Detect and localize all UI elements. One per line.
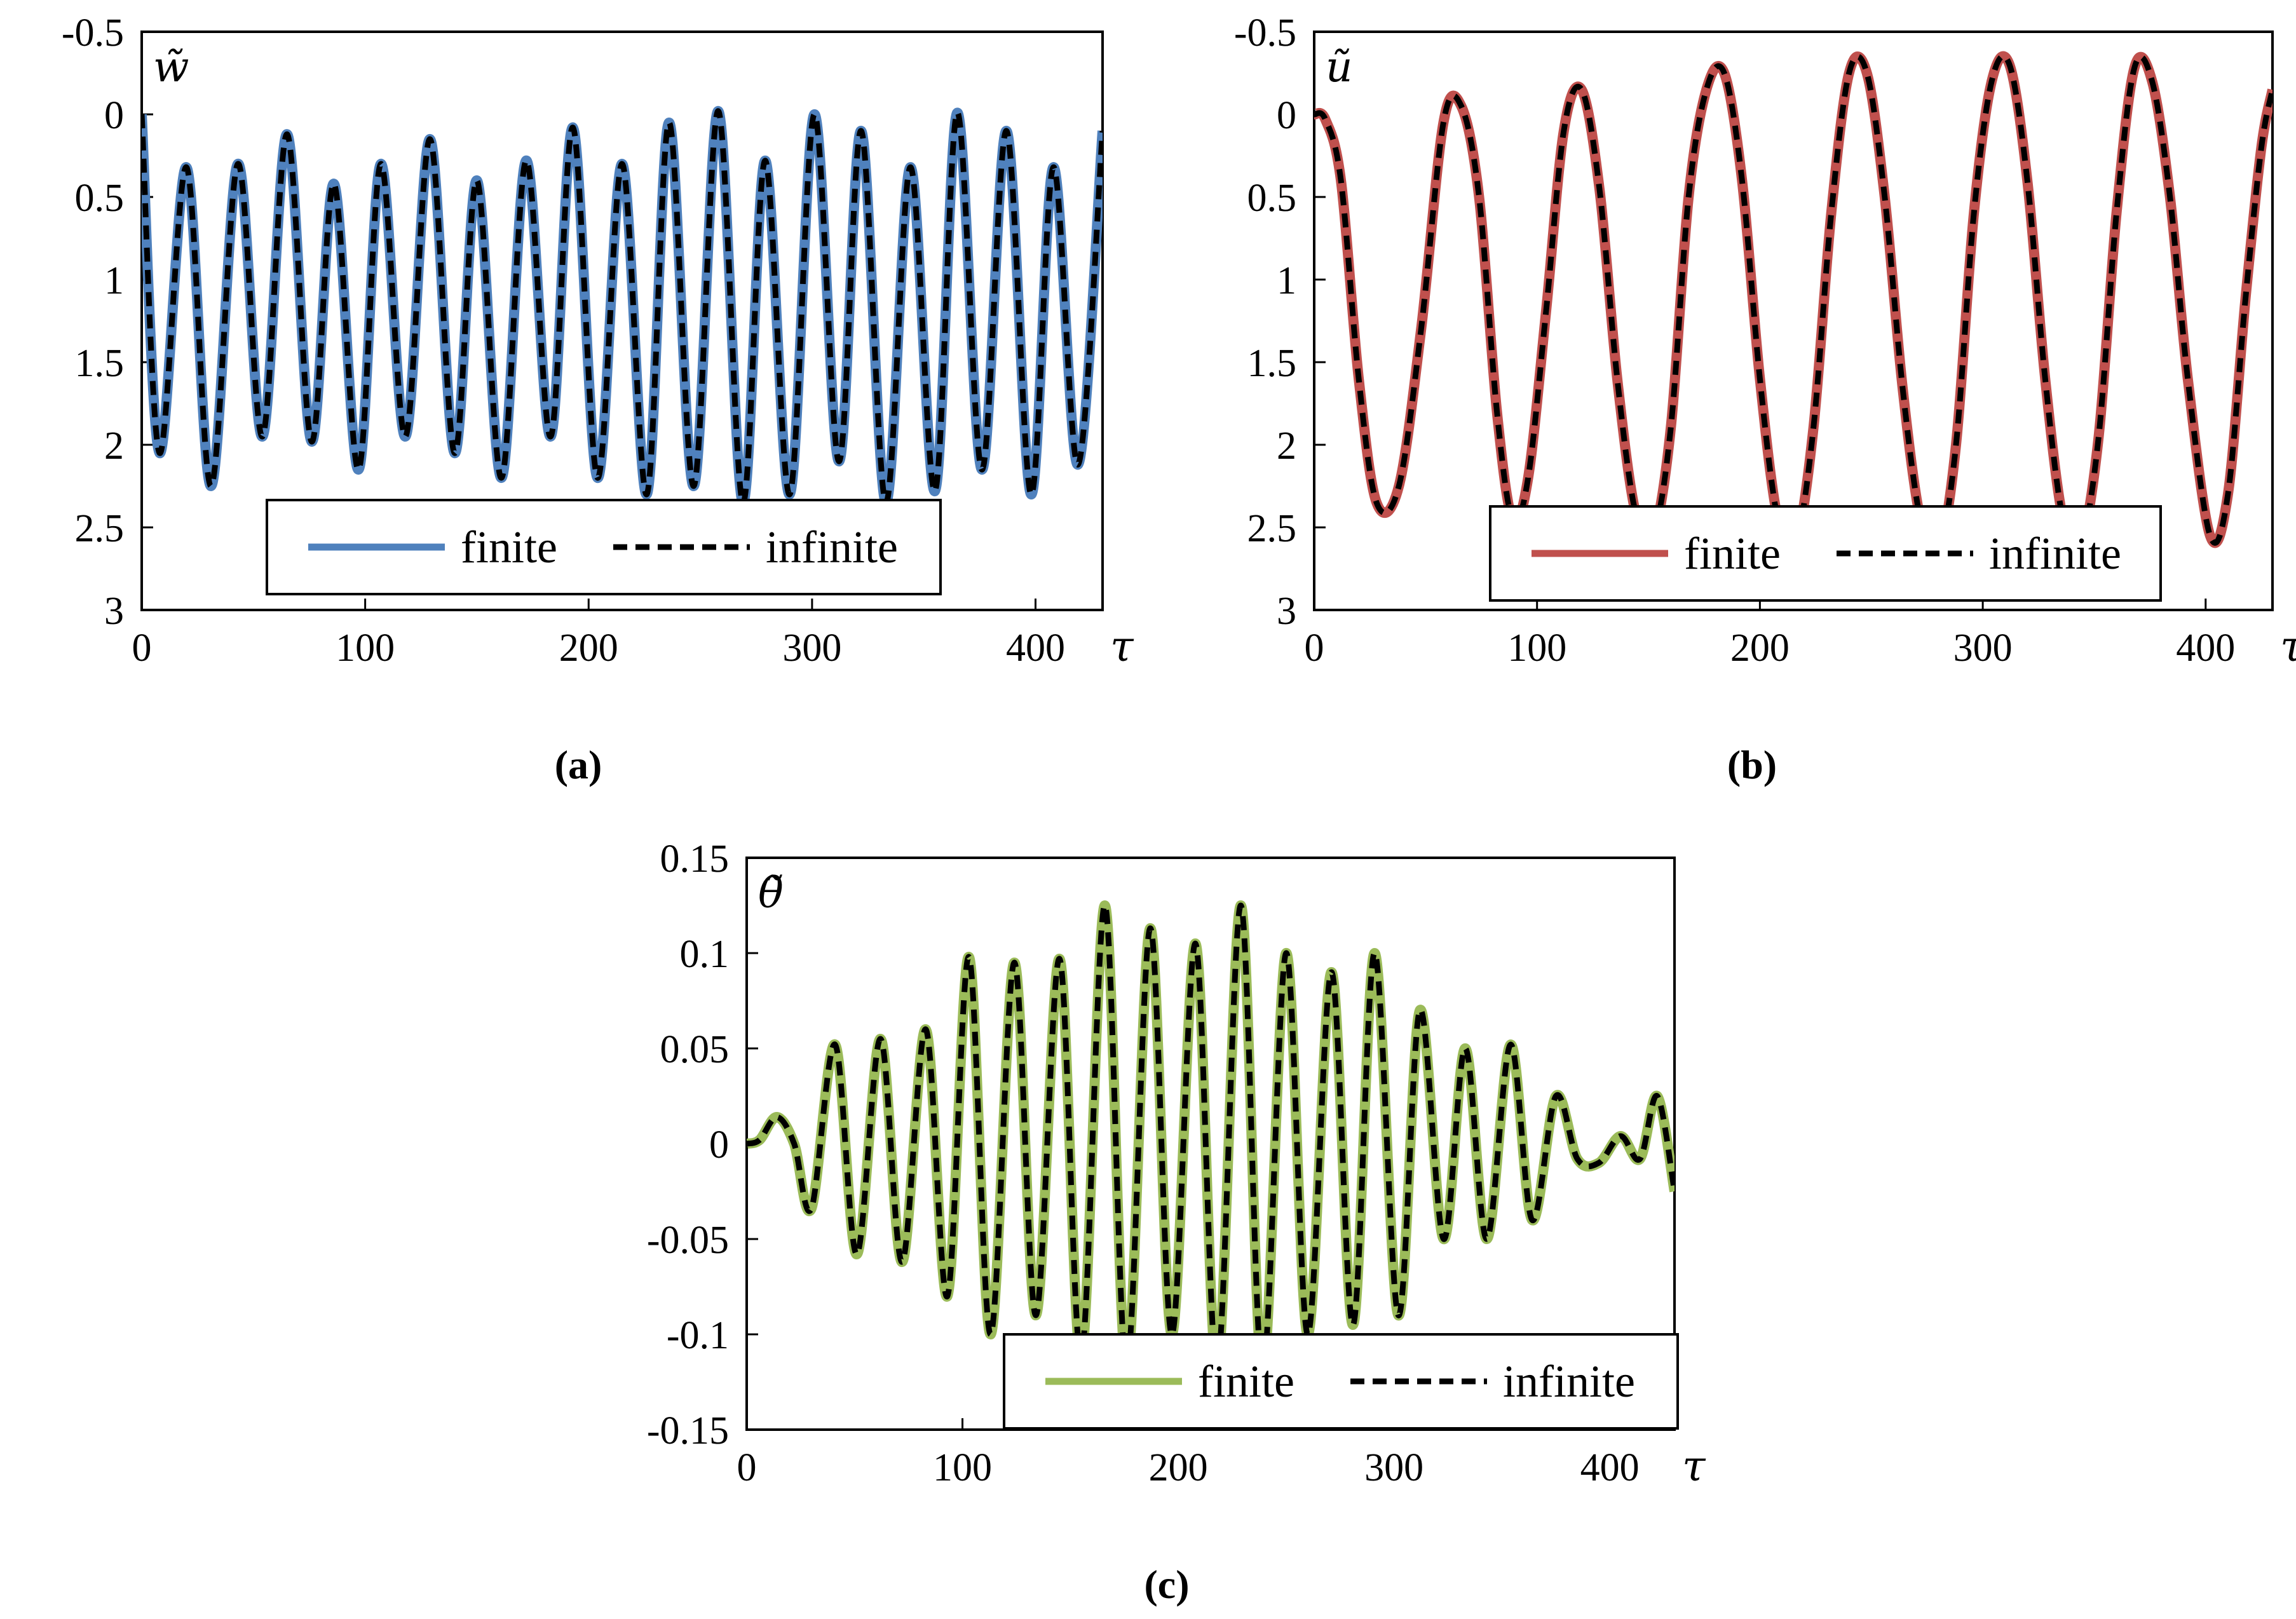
plot-area-frame [1313, 30, 2274, 611]
plot-area-frame [140, 30, 1104, 611]
legend-label-finite: finite [1198, 1356, 1294, 1407]
y-tick-label: 0.5 [1247, 177, 1297, 220]
legend-label-infinite: infinite [1989, 528, 2121, 579]
x-tick-label: 300 [1364, 1446, 1423, 1489]
y-tick-label: 1.5 [1247, 342, 1297, 385]
y-tick-label: 1 [104, 259, 124, 302]
y-tick-label: -0.05 [647, 1219, 729, 1262]
y-axis-label: θ̃ [758, 869, 784, 918]
chart-panel-c: 0 100 200 300 400 0.15 0.1 0.05 0 -0.05 -0.1 -0.15 τ… [647, 837, 1706, 1491]
y-tick-label: 0 [709, 1123, 729, 1167]
x-tick-label: 100 [933, 1446, 992, 1489]
chart-panel-b: 0 100 200 300 400 -0.5 0 0.5 1 1.5 2 2.5 3 τ ũ finite in… [1234, 11, 2296, 671]
y-tick-label: -0.1 [667, 1314, 729, 1357]
y-tick-label: 0.1 [680, 933, 730, 976]
x-tick-label: 400 [1006, 627, 1065, 670]
x-tick-label: 200 [559, 627, 618, 670]
x-tick-label: 200 [1149, 1446, 1208, 1489]
chart-panel-a: 0 100 200 300 400 -0.5 0 0.5 1 1.5 2 2.5 3 τ w̃ finite i… [62, 11, 1134, 671]
x-axis-label: τ [2280, 622, 2296, 671]
x-tick-label: 400 [2176, 627, 2235, 670]
y-tick-label: 0.15 [660, 837, 730, 881]
caption-c: (c) [1144, 1562, 1189, 1607]
y-tick-label: 3 [1277, 590, 1296, 633]
series-line-finite [1314, 51, 2272, 562]
legend-label-finite: finite [461, 522, 557, 572]
caption-b: (b) [1727, 742, 1777, 787]
x-tick-label: 200 [1730, 627, 1790, 670]
x-tick-label: 300 [782, 627, 841, 670]
legend-label-finite: finite [1684, 528, 1781, 579]
x-tick-label: 100 [1507, 627, 1566, 670]
x-tick-label: 0 [737, 1446, 757, 1489]
x-axis-label: τ [1682, 1442, 1706, 1491]
y-tick-label: 0 [104, 94, 124, 137]
y-tick-label: 1.5 [75, 342, 125, 385]
x-tick-label: 100 [336, 627, 395, 670]
y-tick-label: 2 [104, 424, 124, 468]
legend-label-infinite: infinite [766, 522, 898, 572]
y-tick-label: 3 [104, 590, 124, 633]
x-tick-label: 400 [1580, 1446, 1640, 1489]
x-tick-label: 0 [1305, 627, 1324, 670]
y-tick-label: -0.5 [62, 11, 124, 55]
y-tick-label: -0.15 [647, 1409, 729, 1453]
y-axis-label: w̃ [153, 43, 189, 91]
series-line-infinite [142, 108, 1103, 506]
y-tick-label: 2.5 [1247, 507, 1297, 550]
y-tick-label: 0 [1277, 94, 1296, 137]
y-tick-label: 0.05 [660, 1028, 730, 1071]
legend-label-infinite: infinite [1503, 1356, 1635, 1407]
y-axis-label: ũ [1326, 43, 1353, 91]
series-line-infinite [747, 902, 1674, 1376]
caption-a: (a) [555, 742, 602, 787]
y-tick-label: 0.5 [75, 177, 125, 220]
y-tick-label: 2.5 [75, 507, 125, 550]
x-axis-label: τ [1110, 622, 1134, 671]
y-tick-label: -0.5 [1234, 11, 1296, 55]
y-tick-label: 2 [1277, 424, 1296, 468]
x-tick-label: 300 [1953, 627, 2013, 670]
x-tick-label: 0 [132, 627, 152, 670]
y-tick-label: 1 [1277, 259, 1296, 302]
